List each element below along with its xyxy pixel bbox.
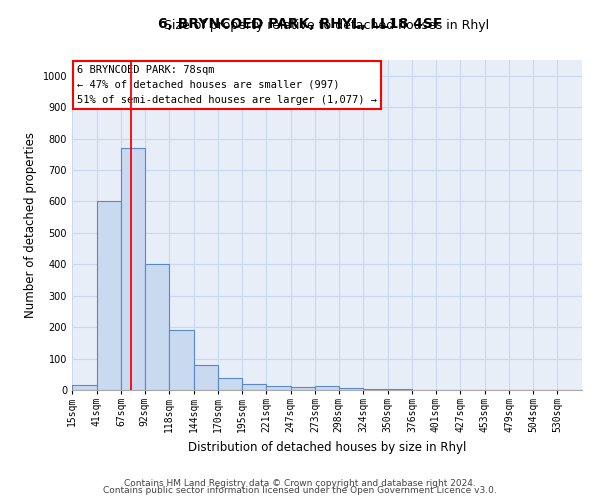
Bar — [363, 389, 388, 390]
Bar — [291, 388, 315, 390]
Text: Contains public sector information licensed under the Open Government Licence v3: Contains public sector information licen… — [103, 486, 497, 495]
Bar — [339, 388, 363, 390]
Bar — [218, 378, 242, 390]
X-axis label: Distribution of detached houses by size in Rhyl: Distribution of detached houses by size … — [188, 440, 466, 454]
Bar — [97, 202, 121, 390]
Bar — [72, 386, 97, 390]
Text: Contains HM Land Registry data © Crown copyright and database right 2024.: Contains HM Land Registry data © Crown c… — [124, 478, 476, 488]
Text: 6 BRYNCOED PARK: 78sqm
← 47% of detached houses are smaller (997)
51% of semi-de: 6 BRYNCOED PARK: 78sqm ← 47% of detached… — [77, 65, 377, 104]
Bar — [315, 386, 339, 390]
Title: Size of property relative to detached houses in Rhyl: Size of property relative to detached ho… — [164, 20, 490, 32]
Bar — [145, 264, 169, 390]
Bar — [121, 148, 145, 390]
Bar — [242, 384, 266, 390]
Text: 6, BRYNCOED PARK, RHYL, LL18 4SF: 6, BRYNCOED PARK, RHYL, LL18 4SF — [158, 18, 442, 32]
Bar — [169, 330, 194, 390]
Bar — [266, 386, 291, 390]
Bar — [194, 365, 218, 390]
Y-axis label: Number of detached properties: Number of detached properties — [24, 132, 37, 318]
